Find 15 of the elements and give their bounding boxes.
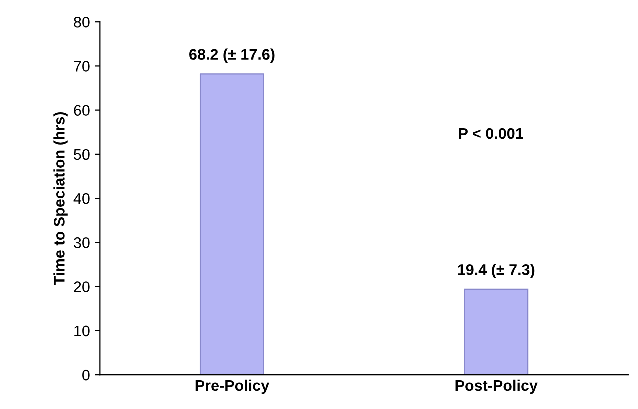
y-tick-label: 70 xyxy=(74,61,90,72)
x-tick-label: Post-Policy xyxy=(456,380,538,394)
x-tick-label: Pre-Policy xyxy=(196,380,270,394)
y-tick-label: 20 xyxy=(74,282,90,292)
data-label: 19.4 (± 7.3) xyxy=(458,264,535,278)
y-tick-label: 40 xyxy=(74,193,90,204)
y-tick-label: 60 xyxy=(74,105,90,116)
data-label: 68.2 (± 17.6) xyxy=(190,48,275,64)
y-tick-label: 30 xyxy=(74,238,90,248)
y-axis-title: Time to Speciation (hrs) xyxy=(54,112,68,286)
y-tick-label: 10 xyxy=(74,326,90,337)
y-tick-label: 0 xyxy=(82,370,90,381)
annotation: P < 0.001 xyxy=(459,128,524,140)
y-tick-label: 80 xyxy=(74,16,90,28)
y-tick-label: 50 xyxy=(74,149,90,160)
